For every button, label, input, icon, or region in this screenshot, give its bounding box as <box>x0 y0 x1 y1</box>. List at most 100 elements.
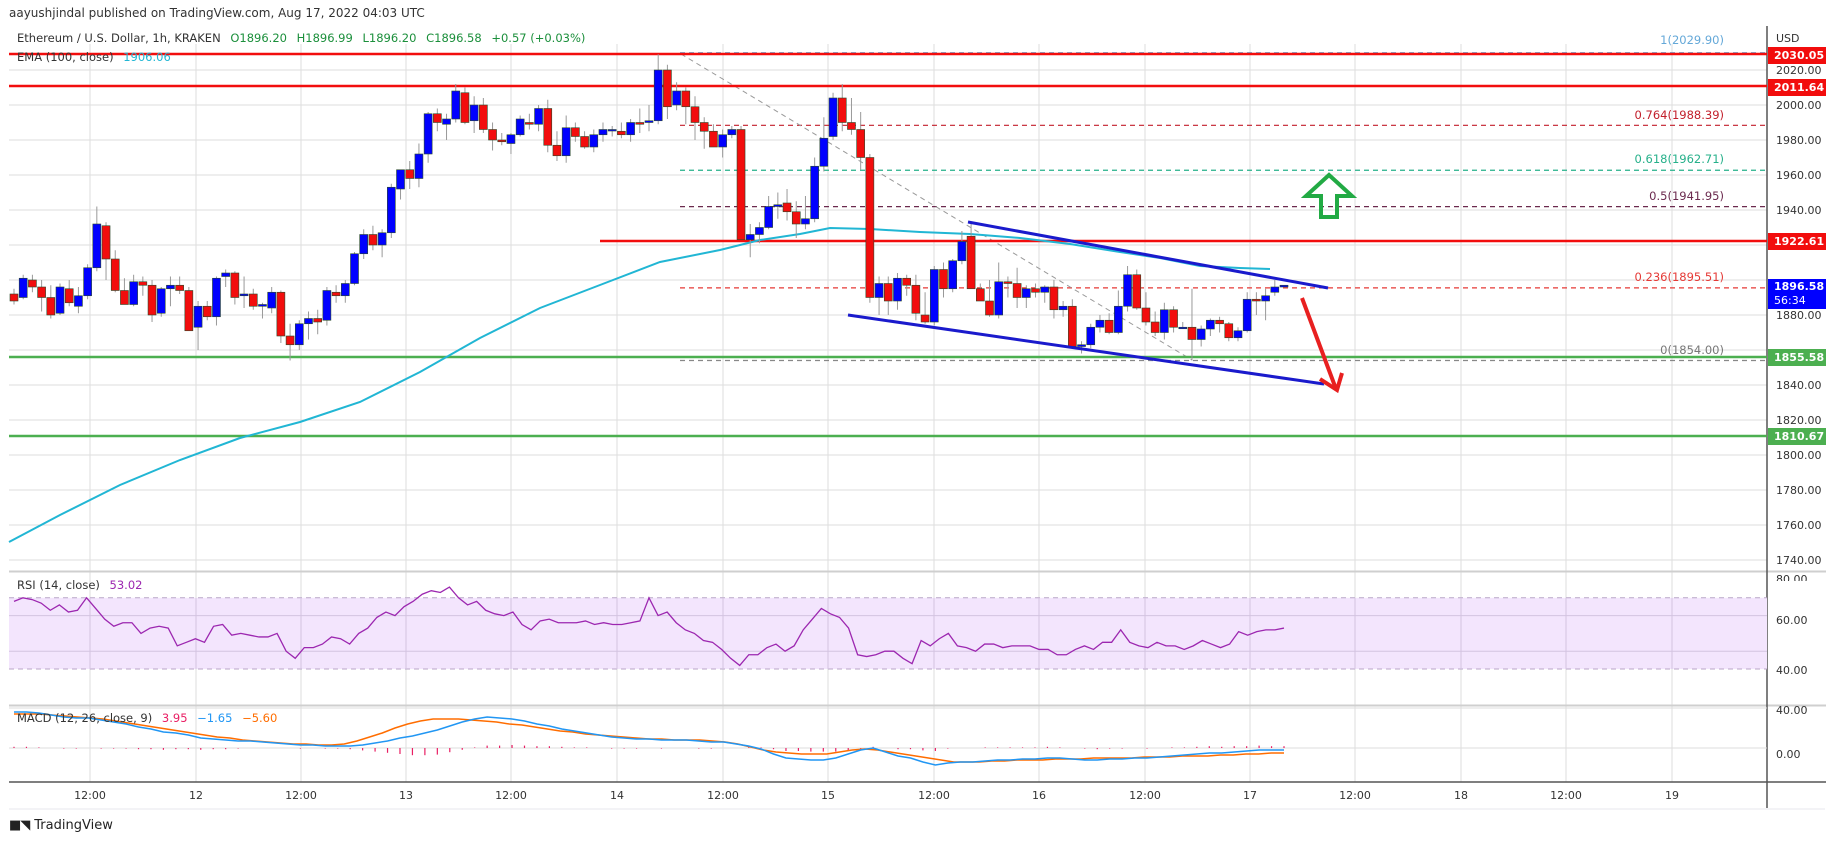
candle-up <box>156 288 166 314</box>
tradingview-logo-icon: ■◥ <box>9 818 30 833</box>
candle-down <box>681 90 691 108</box>
candle-down <box>138 281 148 286</box>
candle-down <box>902 277 911 286</box>
candle-up <box>1196 328 1206 340</box>
candle-up <box>350 253 359 284</box>
candle-down <box>635 122 645 125</box>
candle-up <box>1123 274 1132 307</box>
candle-down <box>248 293 258 307</box>
candle-down <box>966 235 976 290</box>
candle-down <box>699 122 709 132</box>
ema-100-line <box>8 226 1271 543</box>
candle-down <box>911 284 921 314</box>
rsi-tick: 80.00 <box>1776 573 1808 581</box>
fib-level-0236: 0.236(1895.51) <box>1634 270 1724 284</box>
candle-down <box>865 157 875 298</box>
candle-down <box>1132 274 1142 309</box>
rsi-line <box>13 586 1285 667</box>
candle-down <box>1187 326 1197 340</box>
candle-down <box>617 130 626 136</box>
candle-up <box>1270 286 1280 293</box>
arrow-up-icon <box>1300 172 1358 219</box>
time-tick: 12:00 <box>74 789 106 802</box>
candle-down <box>1252 298 1261 302</box>
candle-down <box>460 92 470 123</box>
candle-up <box>442 118 451 125</box>
candle-down <box>690 106 700 123</box>
price-tick: 1760.00 <box>1776 519 1822 532</box>
candle-up <box>359 234 369 255</box>
candle-up <box>451 90 461 120</box>
candle-down <box>28 279 37 288</box>
resistance-tag-2011: 2011.64 <box>1768 79 1826 96</box>
candle-down <box>791 211 801 225</box>
candle-up <box>294 323 304 346</box>
candle-up <box>534 108 543 125</box>
candle-up <box>515 118 525 136</box>
candle-down <box>985 300 994 316</box>
candle-down <box>1150 321 1160 333</box>
candle-up <box>929 269 939 323</box>
candle-down <box>736 129 746 241</box>
candle-up <box>469 104 479 122</box>
candle-up <box>166 284 175 290</box>
last-price-tag: 1896.58 56:34 <box>1768 279 1826 309</box>
candle-down <box>46 297 56 316</box>
candle-up <box>626 122 635 136</box>
ohlc-close: C1896.58 <box>426 31 482 45</box>
candle-up <box>727 129 737 136</box>
candle-up <box>193 305 203 328</box>
price-tick: 1820.00 <box>1776 414 1822 427</box>
price-axis-background <box>1767 26 1826 782</box>
candle-up <box>589 134 599 148</box>
candle-up <box>994 281 1004 316</box>
price-tick: 1880.00 <box>1776 309 1822 322</box>
resistance-tag-2030: 2030.05 <box>1768 47 1826 64</box>
candle-up <box>607 129 617 132</box>
ema-value: 1906.06 <box>123 50 171 64</box>
candle-down <box>939 269 948 290</box>
bar-countdown: 56:34 <box>1774 294 1806 307</box>
price-tick: 1960.00 <box>1776 169 1822 182</box>
candle-down <box>1068 305 1077 347</box>
tradingview-logo[interactable]: ■◥ TradingView <box>9 818 113 833</box>
ohlc-change: +0.57 (+0.03%) <box>491 31 586 45</box>
rsi-label: RSI (14, close) <box>17 578 100 592</box>
price-tick: 1740.00 <box>1776 554 1822 567</box>
candle-down <box>202 305 212 318</box>
time-tick: 18 <box>1454 789 1468 802</box>
arrow-down-icon <box>1300 297 1338 390</box>
candle-up <box>1279 284 1289 288</box>
fib-level-05: 0.5(1941.95) <box>1649 189 1724 203</box>
macd-label: MACD (12, 26, close, 9) <box>17 711 153 725</box>
candle-up <box>745 234 755 241</box>
candle-down <box>782 202 792 213</box>
candle-up <box>1261 295 1270 302</box>
candle-up <box>598 129 608 136</box>
candle-down <box>920 314 930 323</box>
candle-up <box>1095 319 1105 328</box>
candle-up <box>828 97 838 137</box>
arrow-down-head <box>1318 372 1344 394</box>
time-tick: 15 <box>821 789 835 802</box>
candle-down <box>64 288 74 304</box>
time-tick: 19 <box>1665 789 1679 802</box>
candle-up <box>396 169 405 190</box>
candle-up <box>506 134 516 144</box>
candle-down <box>571 127 580 137</box>
candle-up <box>893 277 902 302</box>
price-tick: 1780.00 <box>1776 484 1822 497</box>
candle-down <box>883 283 893 302</box>
candle-up <box>1058 305 1068 311</box>
candle-down <box>368 234 378 246</box>
candle-down <box>580 136 589 148</box>
time-tick: 12:00 <box>707 789 739 802</box>
candle-down <box>479 104 488 130</box>
macd-tick: 0.00 <box>1776 748 1801 761</box>
candle-up <box>1040 286 1050 293</box>
candle-up <box>55 286 65 314</box>
macd-line <box>14 711 1284 766</box>
rsi-band <box>9 597 1767 669</box>
fib-level-1: 1(2029.90) <box>1660 33 1724 47</box>
